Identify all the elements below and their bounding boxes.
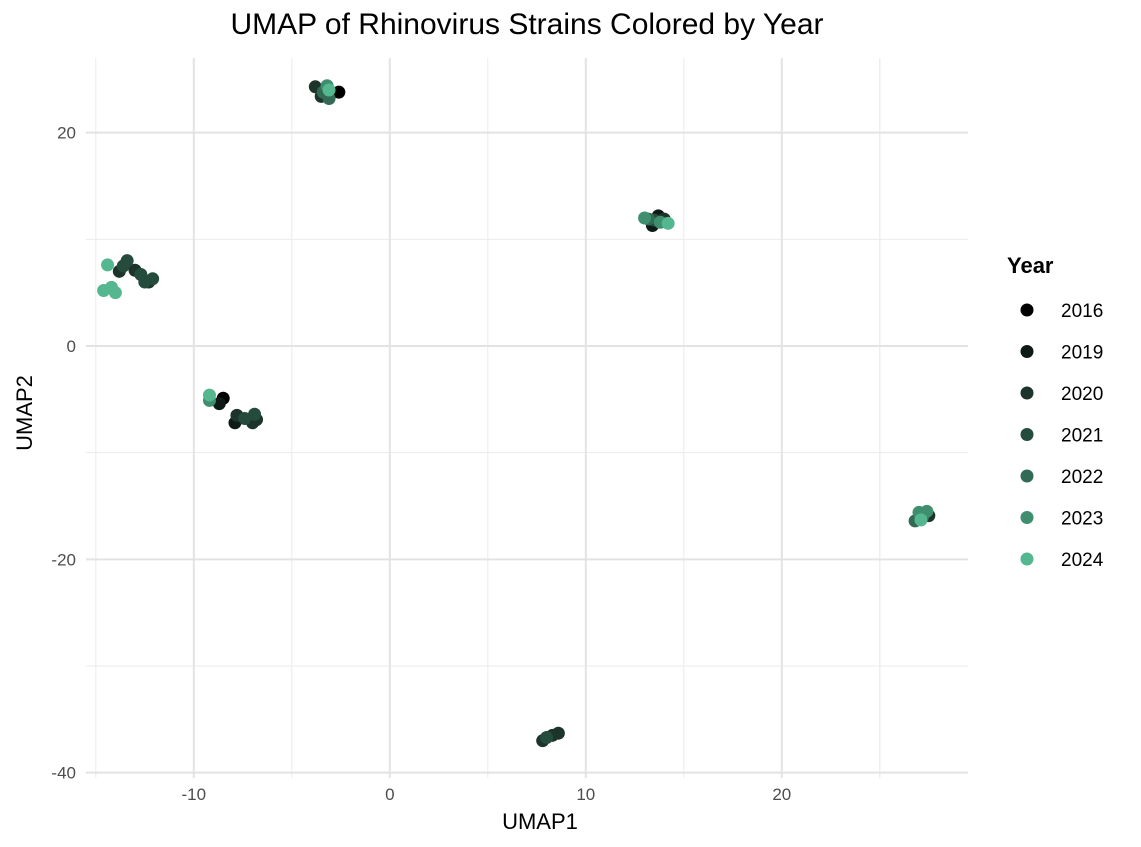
data-point-2019 — [212, 397, 226, 411]
x-axis-ticks: -10 0 10 20 — [182, 785, 792, 804]
data-point-2020 — [551, 726, 565, 740]
data-point-2021 — [146, 272, 160, 286]
chart-title: UMAP of Rhinovirus Strains Colored by Ye… — [230, 8, 824, 41]
legend-key-2016 — [1020, 303, 1034, 317]
data-point-2024 — [101, 258, 115, 272]
minor-gridlines — [86, 58, 968, 778]
legend-label-2022: 2022 — [1061, 467, 1103, 488]
data-point-2024 — [914, 513, 928, 527]
legend-label-2023: 2023 — [1061, 509, 1103, 530]
y-tick-label: -20 — [51, 550, 76, 569]
legend-label-2021: 2021 — [1061, 426, 1103, 447]
y-tick-label: 0 — [67, 337, 76, 356]
y-tick-label: -40 — [51, 764, 76, 783]
legend: Year 2016 2019 2020 2021 2022 2023 2024 — [1007, 253, 1104, 571]
legend-label-2016: 2016 — [1061, 301, 1103, 322]
y-tick-label: 20 — [57, 124, 76, 143]
data-point-2021 — [540, 730, 554, 744]
data-point-2024 — [202, 388, 216, 402]
x-tick-label: 20 — [772, 785, 791, 804]
data-point-2023 — [638, 211, 652, 225]
data-point-2024 — [322, 83, 336, 97]
legend-title: Year — [1007, 253, 1054, 278]
legend-key-2019 — [1020, 345, 1034, 358]
data-points — [97, 79, 936, 748]
legend-key-2020 — [1020, 386, 1034, 400]
x-axis-title: UMAP1 — [502, 809, 578, 834]
legend-key-2024 — [1020, 552, 1034, 566]
x-tick-label: -10 — [182, 785, 207, 804]
y-axis-title: UMAP2 — [12, 375, 37, 451]
data-point-2024 — [108, 286, 122, 300]
y-axis-ticks: -40 -20 0 20 — [51, 124, 76, 783]
major-gridlines — [86, 58, 968, 778]
legend-key-2021 — [1020, 428, 1034, 441]
data-point-2016 — [332, 85, 346, 99]
data-point-2024 — [661, 216, 675, 230]
legend-key-2022 — [1020, 469, 1034, 483]
x-tick-label: 10 — [576, 785, 595, 804]
legend-label-2024: 2024 — [1061, 550, 1104, 571]
data-point-2021 — [248, 407, 262, 421]
legend-key-2023 — [1020, 511, 1034, 524]
legend-label-2019: 2019 — [1061, 343, 1103, 364]
data-point-2021 — [238, 412, 252, 426]
legend-label-2020: 2020 — [1061, 384, 1103, 405]
data-point-2021 — [120, 254, 134, 268]
x-tick-label: 0 — [385, 785, 394, 804]
